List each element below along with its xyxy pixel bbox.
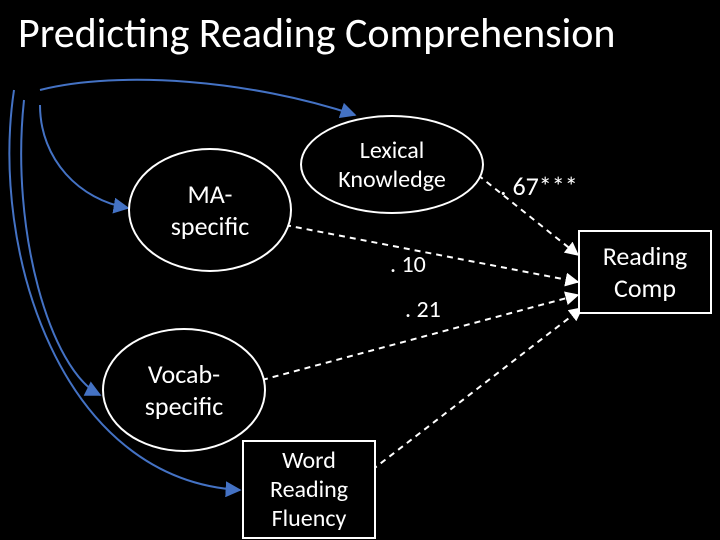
curve-to-vocab	[21, 100, 100, 395]
node-reading-comp: Reading Comp	[578, 230, 712, 314]
lexical-label-1: Lexical	[338, 136, 446, 165]
wrf-label-1: Word	[270, 446, 348, 475]
lexical-label-2: Knowledge	[338, 165, 446, 194]
coef-21-label: . 21	[405, 295, 441, 324]
ma-specific-label-2: specific	[171, 210, 249, 242]
coef-10-label: . 10	[390, 250, 426, 279]
curve-to-ma	[40, 105, 128, 208]
coef-67-label: . 67***	[500, 170, 578, 202]
page-title: Predicting Reading Comprehension	[18, 8, 615, 59]
vocab-specific-label-1: Vocab-	[145, 358, 223, 390]
arrow-wrf-to-rc	[372, 308, 582, 470]
wrf-label-3: Fluency	[270, 504, 348, 533]
curve-to-lexical	[40, 80, 355, 115]
vocab-specific-label-2: specific	[145, 390, 223, 422]
node-ma-specific: MA- specific	[128, 148, 292, 272]
node-word-reading-fluency: Word Reading Fluency	[242, 440, 376, 539]
arrow-ma-to-rc	[285, 225, 578, 282]
node-vocab-specific: Vocab- specific	[102, 328, 266, 452]
rc-label-2: Comp	[603, 272, 688, 304]
ma-specific-label-1: MA-	[171, 178, 249, 210]
node-lexical-knowledge: Lexical Knowledge	[300, 115, 484, 214]
wrf-label-2: Reading	[270, 475, 348, 504]
rc-label-1: Reading	[603, 240, 688, 272]
